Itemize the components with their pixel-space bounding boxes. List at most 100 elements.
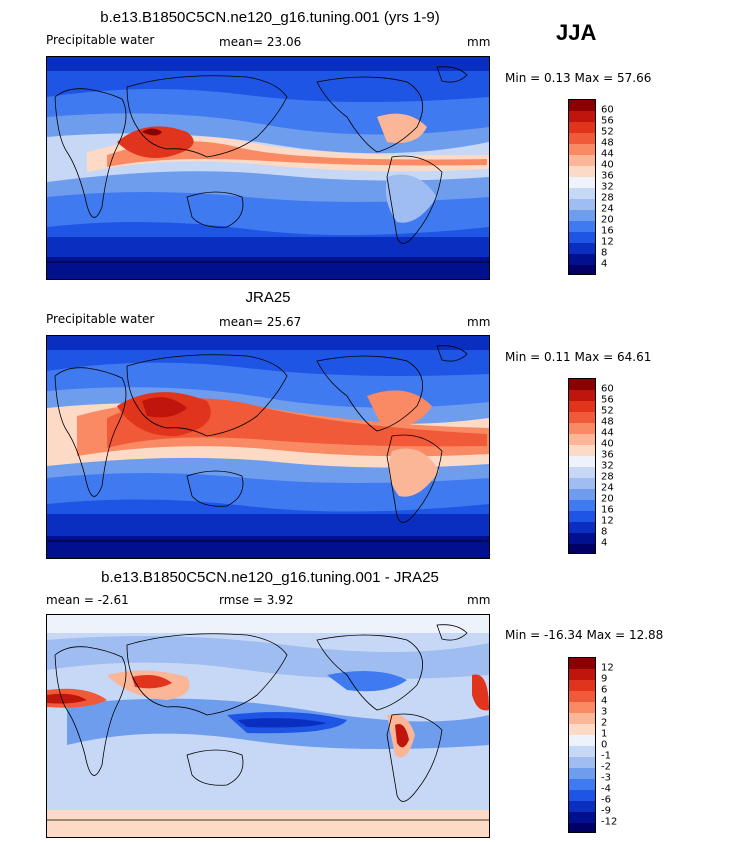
panel3-minmax: Min = -16.34 Max = 12.88 <box>505 628 664 642</box>
panel3-colorbar-tick: 0 <box>601 739 608 751</box>
panel2-colorbar-tick: 20 <box>601 493 614 505</box>
panel2-colorbar-swatch <box>569 445 595 456</box>
panel3-colorbar-swatch <box>569 735 595 746</box>
panel2-map-svg <box>47 336 489 558</box>
panel2-mean: mean= 25.67 <box>219 315 302 329</box>
panel1-colorbar <box>568 99 596 275</box>
panel1-colorbar-swatch <box>569 221 595 232</box>
panel3-colorbar-swatch <box>569 669 595 680</box>
panel1-colorbar-tick: 52 <box>601 126 614 138</box>
panel1-colorbar-tick: 32 <box>601 181 614 193</box>
panel3-colorbar-tick: 9 <box>601 673 608 685</box>
panel2-colorbar-tick: 32 <box>601 460 614 472</box>
panel2-colorbar-swatch <box>569 500 595 511</box>
panel1-colorbar-swatch <box>569 199 595 210</box>
panel1-map-svg <box>47 57 489 279</box>
panel2-colorbar-tick: 12 <box>601 515 614 527</box>
panel3-colorbar-tick: -9 <box>601 805 611 817</box>
panel3-colorbar-swatch <box>569 801 595 812</box>
panel2-colorbar-swatch <box>569 434 595 445</box>
panel1-colorbar-tick: 4 <box>601 258 608 270</box>
panel1-colorbar-tick: 56 <box>601 115 614 127</box>
panel3-colorbar-tick: -1 <box>601 750 611 762</box>
panel1-colorbar-swatch <box>569 166 595 177</box>
panel2-colorbar-tick: 44 <box>601 427 614 439</box>
panel3-colorbar-tick: 2 <box>601 717 608 729</box>
panel3-colorbar-tick: 6 <box>601 684 608 696</box>
panel1-colorbar-swatch <box>569 254 595 265</box>
panel1-colorbar-swatch <box>569 177 595 188</box>
panel1-title: b.e13.B1850C5CN.ne120_g16.tuning.001 (yr… <box>100 9 440 26</box>
panel1-colorbar-tick: 60 <box>601 104 614 116</box>
panel2-colorbar-swatch <box>569 511 595 522</box>
panel3-mean: mean = -2.61 <box>46 593 129 607</box>
panel3-colorbar-swatch <box>569 702 595 713</box>
panel2-colorbar-swatch <box>569 544 595 553</box>
panel2-colorbar-swatch <box>569 390 595 401</box>
panel2-colorbar-swatch <box>569 489 595 500</box>
panel1-units: mm <box>467 35 491 49</box>
season-label: JJA <box>556 20 597 45</box>
panel3-colorbar-tick: 4 <box>601 695 608 707</box>
panel1-colorbar-swatch <box>569 232 595 243</box>
panel1-colorbar-tick: 12 <box>601 236 614 248</box>
panel1-colorbar-tick: 8 <box>601 247 608 259</box>
panel1-colorbar-swatch <box>569 265 595 274</box>
panel2-colorbar-swatch <box>569 456 595 467</box>
panel2-minmax: Min = 0.11 Max = 64.61 <box>505 350 652 364</box>
panel1-colorbar-swatch <box>569 122 595 133</box>
panel3-colorbar-tick: 3 <box>601 706 608 718</box>
panel1-colorbar-tick: 44 <box>601 148 614 160</box>
panel3-colorbar-swatch <box>569 724 595 735</box>
panel1-colorbar-tick: 40 <box>601 159 614 171</box>
panel1-colorbar-swatch <box>569 144 595 155</box>
panel3-rmse: rmse = 3.92 <box>219 593 294 607</box>
panel1-mean: mean= 23.06 <box>219 35 302 49</box>
panel3-colorbar-swatch <box>569 790 595 801</box>
panel2-colorbar-tick: 60 <box>601 383 614 395</box>
panel2-units: mm <box>467 315 491 329</box>
panel3-colorbar <box>568 657 596 833</box>
panel3-colorbar-swatch <box>569 680 595 691</box>
panel3-colorbar-tick: -12 <box>601 816 618 828</box>
panel3-colorbar-swatch <box>569 768 595 779</box>
panel3-colorbar-tick: 1 <box>601 728 608 740</box>
panel1-colorbar-swatch <box>569 188 595 199</box>
panel3-colorbar-swatch <box>569 823 595 832</box>
panel2-colorbar <box>568 378 596 554</box>
panel3-title: b.e13.B1850C5CN.ne120_g16.tuning.001 - J… <box>101 569 439 586</box>
panel2-colorbar-tick: 24 <box>601 482 614 494</box>
panel3-map <box>46 614 490 838</box>
panel2-colorbar-tick: 52 <box>601 405 614 417</box>
panel1-colorbar-swatch <box>569 133 595 144</box>
panel2-colorbar-tick: 28 <box>601 471 614 483</box>
panel3-colorbar-swatch <box>569 713 595 724</box>
panel2-colorbar-tick: 56 <box>601 394 614 406</box>
panel1-colorbar-tick: 24 <box>601 203 614 215</box>
panel2-variable-label: Precipitable water <box>46 312 155 326</box>
panel1-map <box>46 56 490 280</box>
panel2-colorbar-swatch <box>569 478 595 489</box>
panel3-colorbar-swatch <box>569 757 595 768</box>
panel3-colorbar-tick: -4 <box>601 783 611 795</box>
panel3-colorbar-swatch <box>569 746 595 757</box>
panel2-colorbar-tick: 4 <box>601 537 608 549</box>
panel3-map-svg <box>47 615 489 837</box>
panel3-units: mm <box>467 593 491 607</box>
panel3-colorbar-swatch <box>569 812 595 823</box>
panel2-colorbar-swatch <box>569 423 595 434</box>
panel3-colorbar-swatch <box>569 779 595 790</box>
panel2-colorbar-swatch <box>569 467 595 478</box>
panel2-colorbar-swatch <box>569 401 595 412</box>
panel1-colorbar-swatch <box>569 243 595 254</box>
panel1-colorbar-tick: 16 <box>601 225 614 237</box>
panel1-colorbar-tick: 48 <box>601 137 614 149</box>
panel2-colorbar-tick: 8 <box>601 526 608 538</box>
panel1-colorbar-tick: 28 <box>601 192 614 204</box>
panel2-colorbar-swatch <box>569 379 595 390</box>
panel2-colorbar-tick: 48 <box>601 416 614 428</box>
panel2-colorbar-tick: 36 <box>601 449 614 461</box>
panel1-colorbar-swatch <box>569 210 595 221</box>
panel2-colorbar-tick: 16 <box>601 504 614 516</box>
panel1-minmax: Min = 0.13 Max = 57.66 <box>505 71 652 85</box>
